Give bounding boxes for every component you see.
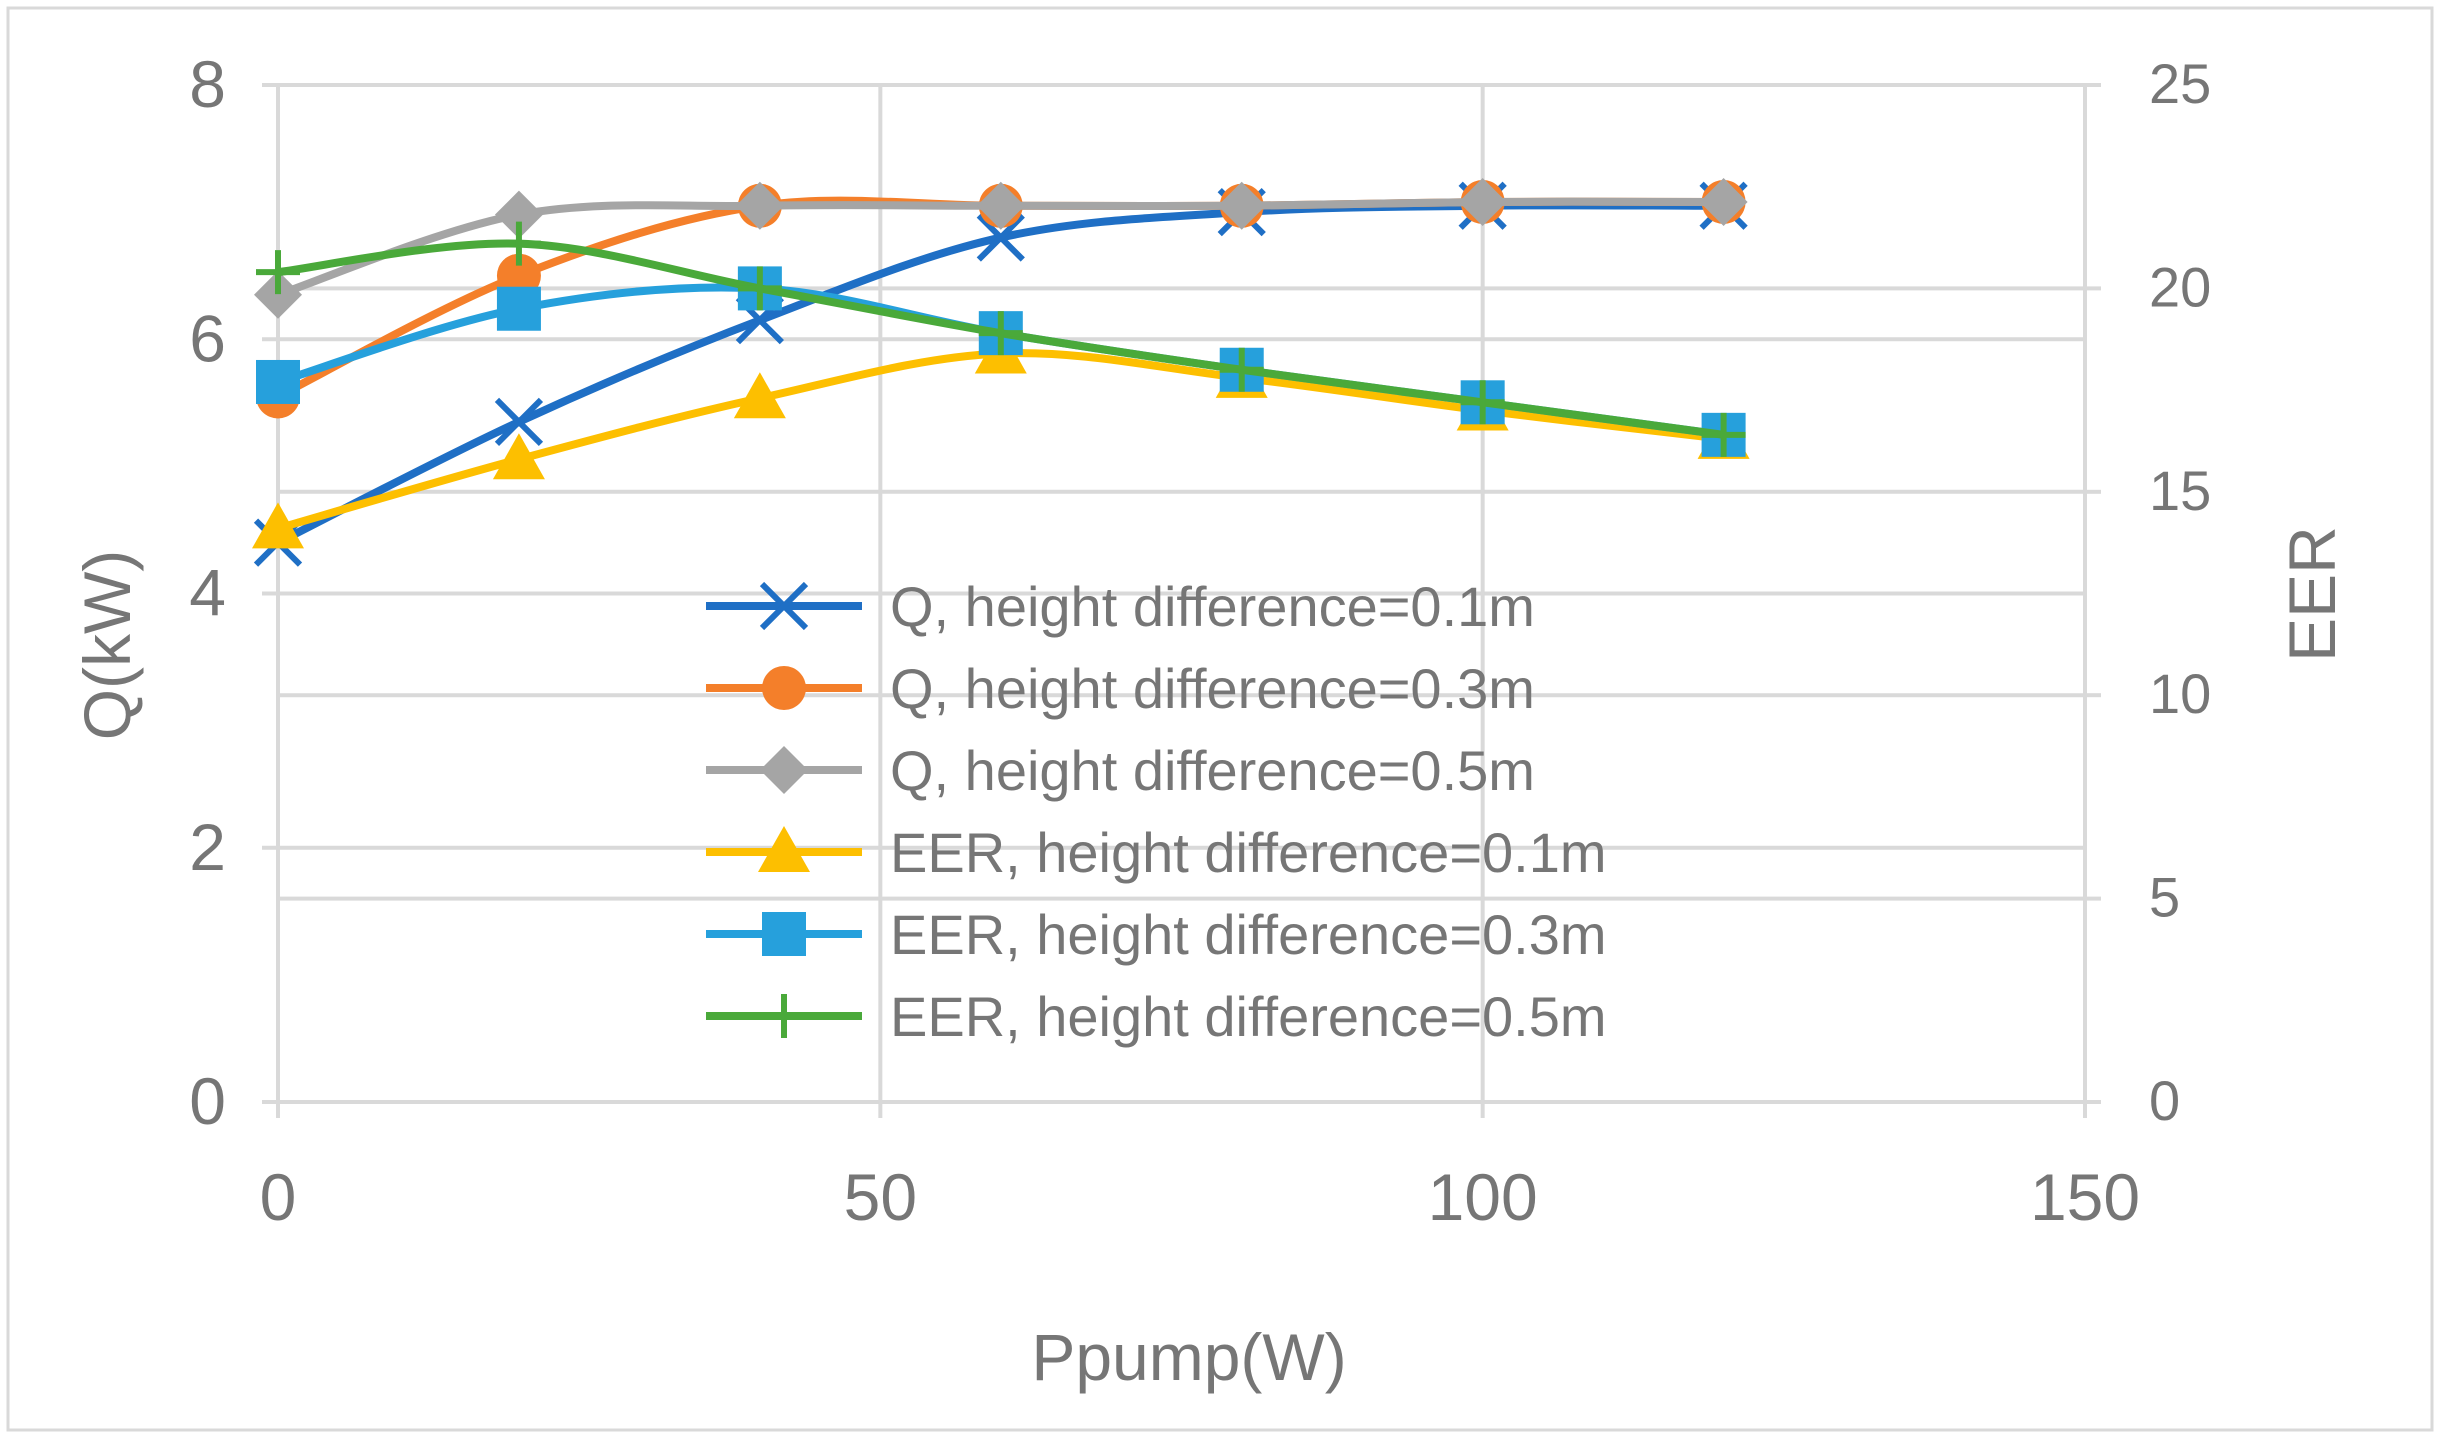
y-left-tick-label: 2 (189, 810, 226, 884)
legend-marker (760, 746, 808, 794)
y-left-tick-label: 6 (189, 301, 226, 375)
y-left-tick-label: 4 (189, 556, 226, 630)
legend-entry: EER, height difference=0.3m (706, 903, 1607, 966)
legend-label: Q, height difference=0.5m (890, 739, 1535, 802)
x-tick-label: 50 (844, 1160, 917, 1234)
data-point-marker (976, 181, 1025, 230)
legend-label: EER, height difference=0.1m (890, 821, 1607, 884)
y-right-tick-label: 15 (2149, 459, 2211, 522)
y-right-axis-title: EER (2275, 526, 2349, 662)
data-point-marker (252, 502, 304, 549)
data-point-marker (1217, 181, 1266, 230)
data-point-marker (976, 213, 1025, 262)
y-left-tick-label: 0 (189, 1064, 226, 1138)
series-3 (254, 177, 1748, 319)
data-point-marker (256, 359, 300, 404)
data-point-marker (494, 190, 543, 239)
legend-marker (758, 826, 810, 872)
legend-marker (762, 994, 806, 1038)
data-point-marker (1460, 380, 1505, 425)
axes: 0 2 4 6 8 0 5 10 15 20 25 0 50 100 150 (189, 47, 2211, 1234)
legend-label: Q, height difference=0.1m (890, 575, 1535, 638)
legend-label: EER, height difference=0.3m (890, 903, 1607, 966)
legend-marker (759, 581, 809, 631)
data-point-marker (1699, 177, 1748, 226)
data-point-marker (496, 286, 541, 331)
y-right-tick-label: 10 (2149, 662, 2211, 725)
x-tick-label: 100 (1428, 1160, 1538, 1234)
x-axis-title: Ppump(W) (1031, 1320, 1346, 1394)
data-point-marker (978, 311, 1023, 356)
data-point-marker (256, 250, 300, 295)
data-point-marker (1701, 412, 1746, 457)
legend-label: EER, height difference=0.5m (890, 985, 1607, 1048)
legend-entry: EER, height difference=0.5m (706, 985, 1607, 1048)
grid (276, 83, 2087, 1104)
legend-marker (762, 666, 806, 710)
legend: Q, height difference=0.1m Q, height diffe… (706, 575, 1607, 1048)
legend-entry: EER, height difference=0.1m (706, 821, 1607, 884)
data-point-marker (492, 433, 545, 480)
y-right-tick-label: 5 (2149, 866, 2180, 929)
legend-entry: Q, height difference=0.3m (706, 657, 1535, 720)
y-right-tick-label: 0 (2149, 1069, 2180, 1132)
legend-marker (762, 912, 806, 956)
legend-label: Q, height difference=0.3m (890, 657, 1535, 720)
legend-entry: Q, height difference=0.1m (706, 575, 1535, 638)
y-left-tick-label: 8 (189, 47, 226, 121)
y-left-axis-title: Q(kW) (70, 550, 144, 741)
series (252, 177, 1750, 567)
x-tick-label: 0 (260, 1160, 297, 1234)
data-point-marker (494, 397, 544, 447)
data-point-marker (735, 181, 784, 230)
series-6 (256, 221, 1746, 457)
data-point-marker (496, 221, 541, 266)
legend-entry: Q, height difference=0.5m (706, 739, 1535, 802)
data-point-marker (496, 253, 541, 298)
x-tick-label: 150 (2030, 1160, 2140, 1234)
data-point-marker (1219, 347, 1264, 392)
y-right-tick-label: 25 (2149, 52, 2211, 115)
data-point-marker (254, 270, 302, 319)
data-point-marker (733, 372, 786, 419)
data-point-marker (1458, 177, 1507, 226)
data-point-marker (737, 266, 782, 311)
y-right-tick-label: 20 (2149, 255, 2211, 318)
